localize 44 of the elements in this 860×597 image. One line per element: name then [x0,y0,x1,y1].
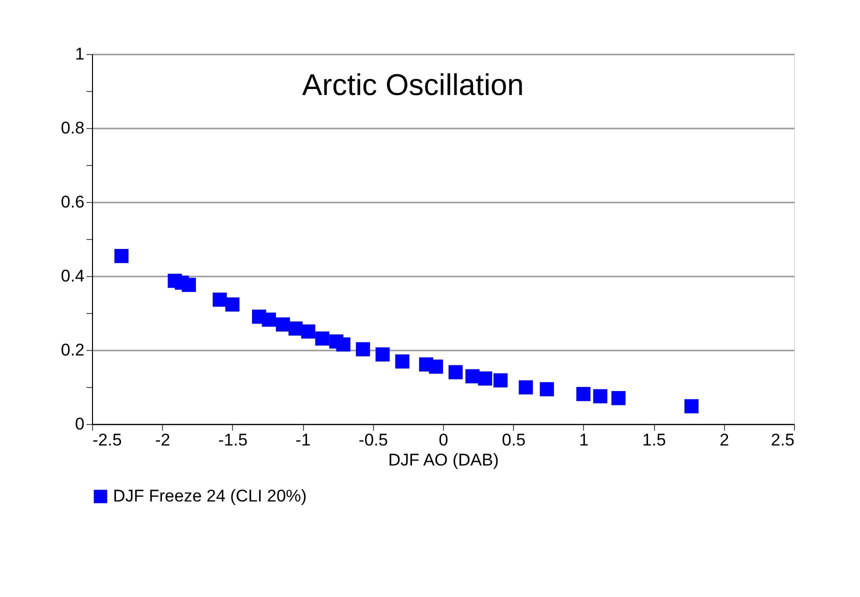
point [540,382,554,396]
x-tick-label: 1 [579,430,589,450]
x-tick-label: -1.5 [218,430,248,450]
x-tick-label: 0.5 [502,430,526,450]
text: Arctic Oscillation [302,69,524,102]
x-axis-title: DJF AO (DAB) [388,450,499,470]
x-tick-label: -2 [155,430,170,450]
x-tick-label: -0.5 [358,430,388,450]
y-tick-label: 0.2 [60,340,84,360]
point [315,331,330,346]
x-tick-label: 0 [438,430,448,450]
point [114,248,129,264]
point [288,321,303,336]
x-tick-label: 2 [720,430,730,450]
point [182,278,196,292]
point [684,399,699,414]
point [576,386,590,402]
legend-label: DJF Freeze 24 (CLI 20%) [113,486,307,506]
point [428,360,444,374]
point [356,342,370,356]
y-tick-label: 0.6 [60,192,84,212]
x-tick-label: 1.5 [642,430,666,450]
y-tick-label: 0 [75,414,84,434]
x-tick-label: 2.5 [770,430,794,450]
y-tick-label: 0.8 [60,118,84,138]
point [593,389,608,404]
point [518,380,533,394]
point [395,354,410,369]
y-tick-label: 1 [75,44,84,64]
point [301,324,316,339]
point [465,369,480,384]
point [611,391,626,406]
point [448,365,463,380]
y-tick-label: 0.4 [60,266,84,286]
point [478,371,492,386]
point [493,373,508,388]
point [376,347,390,362]
x-tick-label: -1 [296,430,311,450]
point [336,337,350,352]
point [225,297,240,312]
point [212,292,227,307]
x-tick-label: -2.5 [92,430,122,450]
point [276,317,290,332]
point [262,312,276,327]
